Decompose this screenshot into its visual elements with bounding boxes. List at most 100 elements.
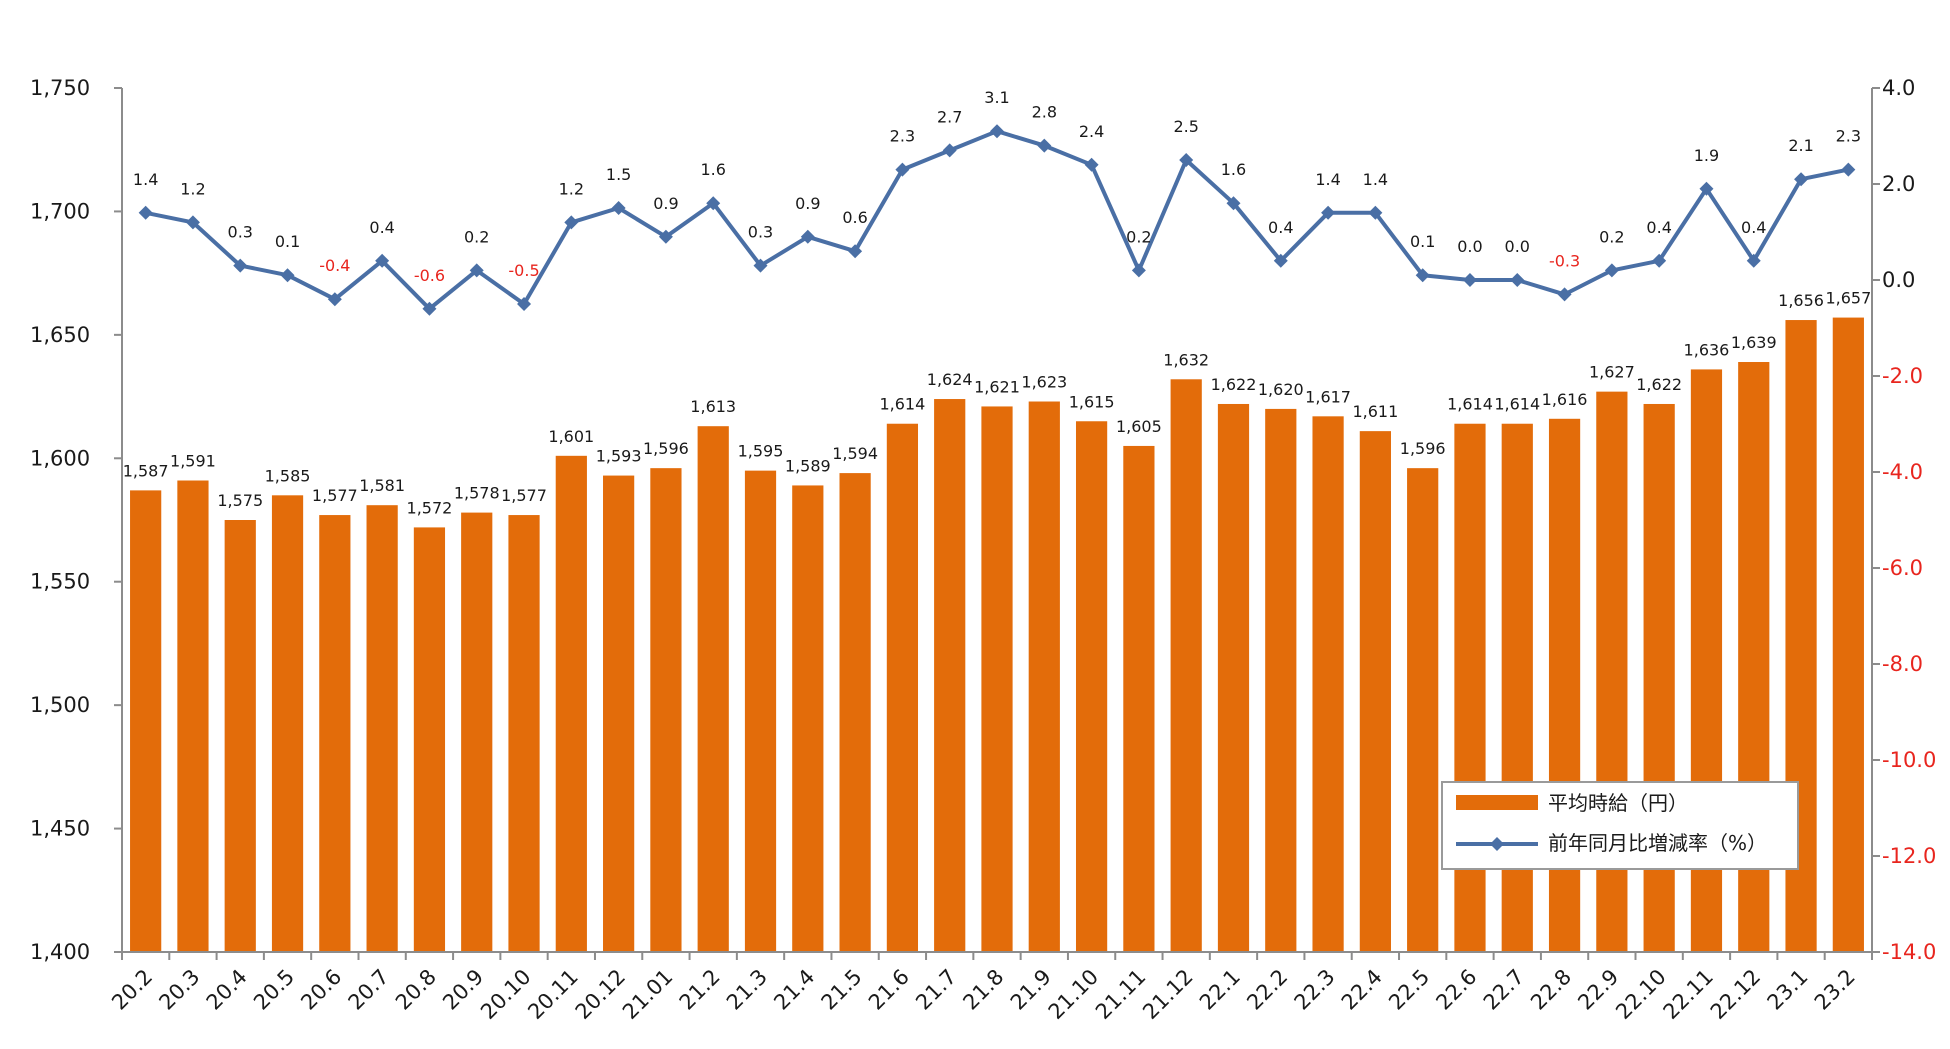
bar-label-22.10: 1,622: [1636, 375, 1682, 394]
left-tick-label: 1,400: [30, 940, 90, 964]
rate-marker-20.8: [422, 301, 437, 316]
bar-label-20.7: 1,581: [359, 476, 405, 495]
rate-marker-21.11: [1131, 263, 1146, 278]
rate-marker-20.9: [469, 263, 484, 278]
bar-label-23.2: 1,657: [1825, 289, 1871, 308]
legend-bar-label: 平均時給（円）: [1548, 791, 1688, 815]
bar-label-22.8: 1,616: [1542, 390, 1588, 409]
x-label-20.6: 20.6: [296, 965, 346, 1015]
bar-20.3: [177, 480, 209, 952]
x-label-20.8: 20.8: [391, 965, 441, 1015]
rate-label-22.10: 0.4: [1646, 218, 1671, 237]
rate-label-21.4: 0.9: [795, 194, 820, 213]
legend: 平均時給（円） 前年同月比増減率（%）: [1441, 781, 1799, 870]
bar-label-22.1: 1,622: [1211, 375, 1257, 394]
rate-label-22.8: -0.3: [1549, 251, 1580, 270]
bar-label-21.12: 1,632: [1163, 350, 1209, 369]
bar-20.8: [413, 527, 446, 952]
bar-22.3: [1312, 416, 1344, 952]
bar-22.4: [1359, 431, 1391, 952]
rate-marker-20.6: [327, 292, 342, 307]
x-label-20.12: 20.12: [571, 965, 630, 1024]
bar-label-20.11: 1,601: [548, 427, 594, 446]
rate-label-20.3: 1.2: [180, 179, 205, 198]
bar-label-22.2: 1,620: [1258, 380, 1304, 399]
x-label-21.12: 21.12: [1138, 965, 1197, 1024]
x-label-21.3: 21.3: [722, 965, 772, 1015]
left-tick-label: 1,650: [30, 323, 90, 347]
bar-20.7: [366, 505, 398, 952]
rate-marker-20.12: [611, 201, 626, 215]
rate-marker-22.12: [1746, 253, 1761, 268]
rate-label-23.1: 2.1: [1788, 136, 1813, 155]
x-label-22.8: 22.8: [1526, 965, 1576, 1015]
left-tick-label: 1,750: [30, 76, 90, 100]
x-label-21.2: 21.2: [675, 965, 725, 1015]
rate-label-21.8: 3.1: [984, 88, 1009, 107]
bar-label-20.6: 1,577: [312, 486, 358, 505]
bar-label-21.10: 1,615: [1069, 392, 1115, 411]
rate-label-20.5: 0.1: [275, 232, 300, 251]
x-label-22.7: 22.7: [1479, 965, 1529, 1015]
rate-label-22.6: 0.0: [1457, 237, 1482, 256]
rate-marker-20.7: [375, 253, 390, 268]
rate-marker-23.2: [1841, 162, 1856, 177]
x-label-21.4: 21.4: [769, 965, 819, 1015]
rate-marker-21.5: [848, 244, 863, 259]
rate-label-21.9: 2.8: [1032, 103, 1057, 122]
bars-series: [130, 317, 1864, 953]
right-tick-label: 0.0: [1882, 268, 1915, 292]
bar-21.5: [839, 473, 871, 952]
x-label-22.10: 22.10: [1611, 965, 1670, 1024]
bar-label-22.7: 1,614: [1494, 395, 1540, 414]
left-tick-label: 1,500: [30, 693, 90, 717]
rate-marker-20.4: [233, 258, 248, 273]
right-tick-label: -10.0: [1882, 748, 1936, 772]
bar-21.7: [934, 399, 966, 952]
rate-marker-21.3: [753, 258, 768, 273]
x-label-22.4: 22.4: [1337, 965, 1387, 1015]
x-label-23.1: 23.1: [1763, 965, 1813, 1015]
rate-label-23.2: 2.3: [1836, 127, 1861, 146]
bar-label-21.3: 1,595: [738, 442, 784, 461]
rate-label-22.3: 1.4: [1315, 170, 1340, 189]
rate-marker-21.12: [1179, 153, 1194, 167]
bar-22.7: [1501, 423, 1533, 952]
x-label-20.3: 20.3: [154, 965, 204, 1015]
bar-label-20.8: 1,572: [407, 498, 453, 517]
rate-marker-21.7: [942, 143, 957, 158]
rate-label-22.1: 1.6: [1221, 160, 1246, 179]
bar-label-22.5: 1,596: [1400, 439, 1446, 458]
right-tick-label: 4.0: [1882, 76, 1915, 100]
bar-label-21.11: 1,605: [1116, 417, 1162, 436]
rate-marker-22.4: [1368, 205, 1383, 220]
rate-marker-21.10: [1084, 157, 1099, 172]
bar-label-22.3: 1,617: [1305, 387, 1351, 406]
rate-marker-20.3: [185, 215, 200, 230]
right-tick-label: -6.0: [1882, 556, 1923, 580]
rate-label-21.7: 2.7: [937, 107, 962, 126]
rate-marker-22.11: [1699, 181, 1714, 196]
left-tick-label: 1,700: [30, 199, 90, 223]
rate-label-22.11: 1.9: [1694, 146, 1719, 165]
bar-label-20.10: 1,577: [501, 486, 547, 505]
bar-20.10: [508, 515, 540, 952]
right-tick-label: -14.0: [1882, 940, 1936, 964]
bar-20.12: [603, 475, 635, 952]
x-label-20.7: 20.7: [344, 965, 394, 1015]
rate-label-21.3: 0.3: [748, 223, 773, 242]
rate-marker-21.4: [800, 229, 815, 244]
rate-label-20.12: 1.5: [606, 165, 631, 184]
rate-marker-23.1: [1794, 172, 1809, 187]
x-label-20.4: 20.4: [202, 965, 252, 1015]
x-label-20.11: 20.11: [523, 965, 582, 1024]
bar-21.2: [697, 426, 729, 952]
rate-label-20.8: -0.6: [414, 266, 445, 285]
bar-label-20.4: 1,575: [217, 491, 263, 510]
x-label-22.11: 22.11: [1659, 965, 1718, 1024]
bar-23.2: [1832, 317, 1864, 952]
bar-label-21.6: 1,614: [879, 395, 925, 414]
rate-label-21.12: 2.5: [1173, 117, 1198, 136]
